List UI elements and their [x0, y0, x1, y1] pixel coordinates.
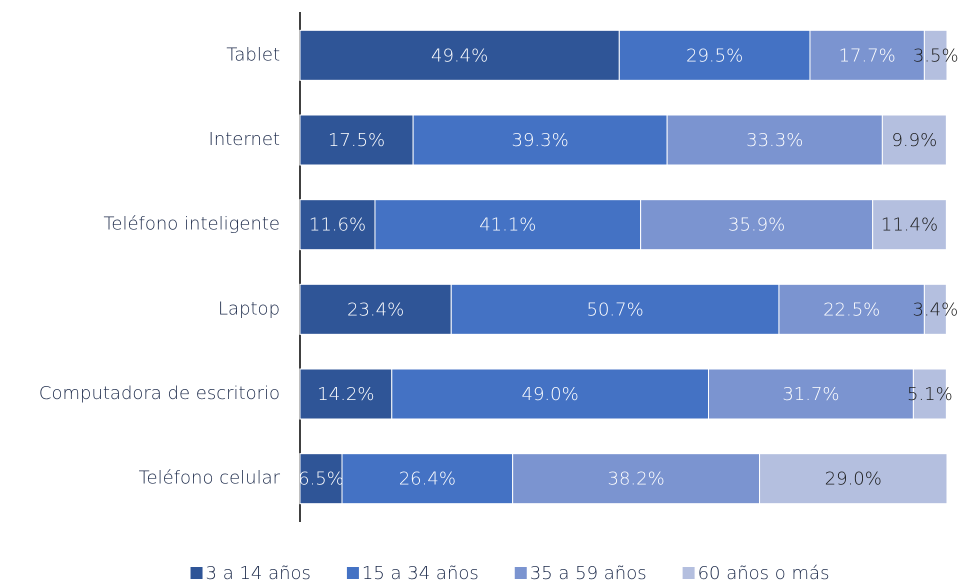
y-tick-label: Teléfono inteligente [103, 214, 280, 235]
bar-segment [299, 114, 414, 166]
data-label: 3.5% [913, 45, 959, 66]
bar-segment [341, 453, 514, 505]
bar-segment [299, 283, 452, 335]
data-label: 11.6% [309, 215, 366, 236]
data-label: 35.9% [728, 215, 785, 236]
y-tick-label: Internet [209, 129, 280, 150]
bar-segment [923, 283, 947, 335]
data-label: 33.3% [746, 130, 803, 151]
bar-segment [299, 29, 620, 81]
data-label: 17.5% [328, 130, 385, 151]
data-label: 50.7% [587, 299, 644, 320]
bar-segment [299, 453, 343, 505]
data-label: 23.4% [347, 299, 404, 320]
bar-segment [666, 114, 883, 166]
data-label: 22.5% [823, 299, 880, 320]
data-label: 29.5% [686, 45, 743, 66]
bar-segment [872, 199, 947, 251]
data-label: 26.4% [399, 469, 456, 490]
data-label: 49.4% [431, 45, 488, 66]
bar-segment [640, 199, 874, 251]
bar-segment [759, 453, 948, 505]
bar-segment [512, 453, 761, 505]
legend-swatch [190, 567, 203, 579]
data-label: 39.3% [512, 130, 569, 151]
bar-segment [450, 283, 780, 335]
legend-label: 60 años o más [698, 563, 830, 582]
bar-segment [374, 199, 642, 251]
bar-segment [299, 368, 393, 420]
bar-segment [809, 29, 925, 81]
y-tick-label: Computadora de escritorio [39, 383, 280, 404]
y-tick-label: Tablet [226, 44, 280, 65]
data-label: 41.1% [479, 215, 536, 236]
bar-segment [912, 368, 947, 420]
data-label: 14.2% [317, 384, 374, 405]
bar-segment [881, 114, 947, 166]
data-label: 9.9% [891, 130, 937, 151]
bar-segment [923, 29, 948, 81]
legend-swatch [514, 567, 527, 579]
data-label: 17.7% [839, 45, 896, 66]
legend-label: 15 a 34 años [362, 563, 479, 582]
bar-segment [412, 114, 668, 166]
legend-swatch [346, 567, 359, 579]
y-tick-label: Teléfono celular [139, 468, 281, 489]
bar-segment [707, 368, 914, 420]
data-label: 11.4% [881, 215, 938, 236]
data-label: 6.5% [298, 469, 344, 490]
legend-swatch [682, 567, 695, 579]
bar-segment [391, 368, 709, 420]
legend-label: 35 a 59 años [530, 563, 647, 582]
data-label: 49.0% [522, 384, 579, 405]
data-label: 31.7% [782, 384, 839, 405]
data-label: 38.2% [608, 469, 665, 490]
data-label: 5.1% [907, 384, 953, 405]
bar-segment [618, 29, 811, 81]
legend-label: 3 a 14 años [206, 563, 311, 582]
y-tick-label: Laptop [218, 298, 280, 319]
data-label: 29.0% [825, 469, 882, 490]
bar-segment [778, 283, 925, 335]
data-label: 3.4% [912, 299, 958, 320]
